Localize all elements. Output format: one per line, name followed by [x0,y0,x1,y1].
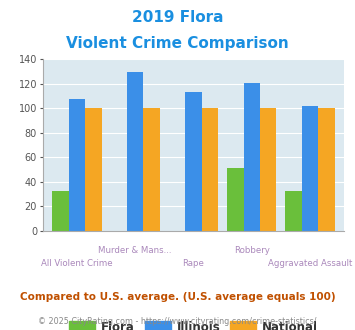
Bar [227,169,244,231]
Bar [202,109,218,231]
Bar [52,190,69,231]
Text: Aggravated Assault: Aggravated Assault [268,259,352,268]
Text: Violent Crime Comparison: Violent Crime Comparison [66,36,289,51]
Bar [244,83,260,231]
Text: 2019 Flora: 2019 Flora [132,10,223,25]
Text: © 2025 CityRating.com - https://www.cityrating.com/crime-statistics/: © 2025 CityRating.com - https://www.city… [38,317,317,326]
Bar [285,190,302,231]
Text: Robbery: Robbery [234,246,270,255]
Legend: Flora, Illinois, National: Flora, Illinois, National [65,316,322,330]
Bar [69,99,85,231]
Text: Compared to U.S. average. (U.S. average equals 100): Compared to U.S. average. (U.S. average … [20,292,335,302]
Bar [318,109,335,231]
Bar [85,109,102,231]
Bar [302,106,318,231]
Bar [185,92,202,231]
Text: All Violent Crime: All Violent Crime [41,259,113,268]
Text: Rape: Rape [182,259,204,268]
Text: Murder & Mans...: Murder & Mans... [98,246,172,255]
Bar [127,72,143,231]
Bar [260,109,277,231]
Bar [143,109,160,231]
